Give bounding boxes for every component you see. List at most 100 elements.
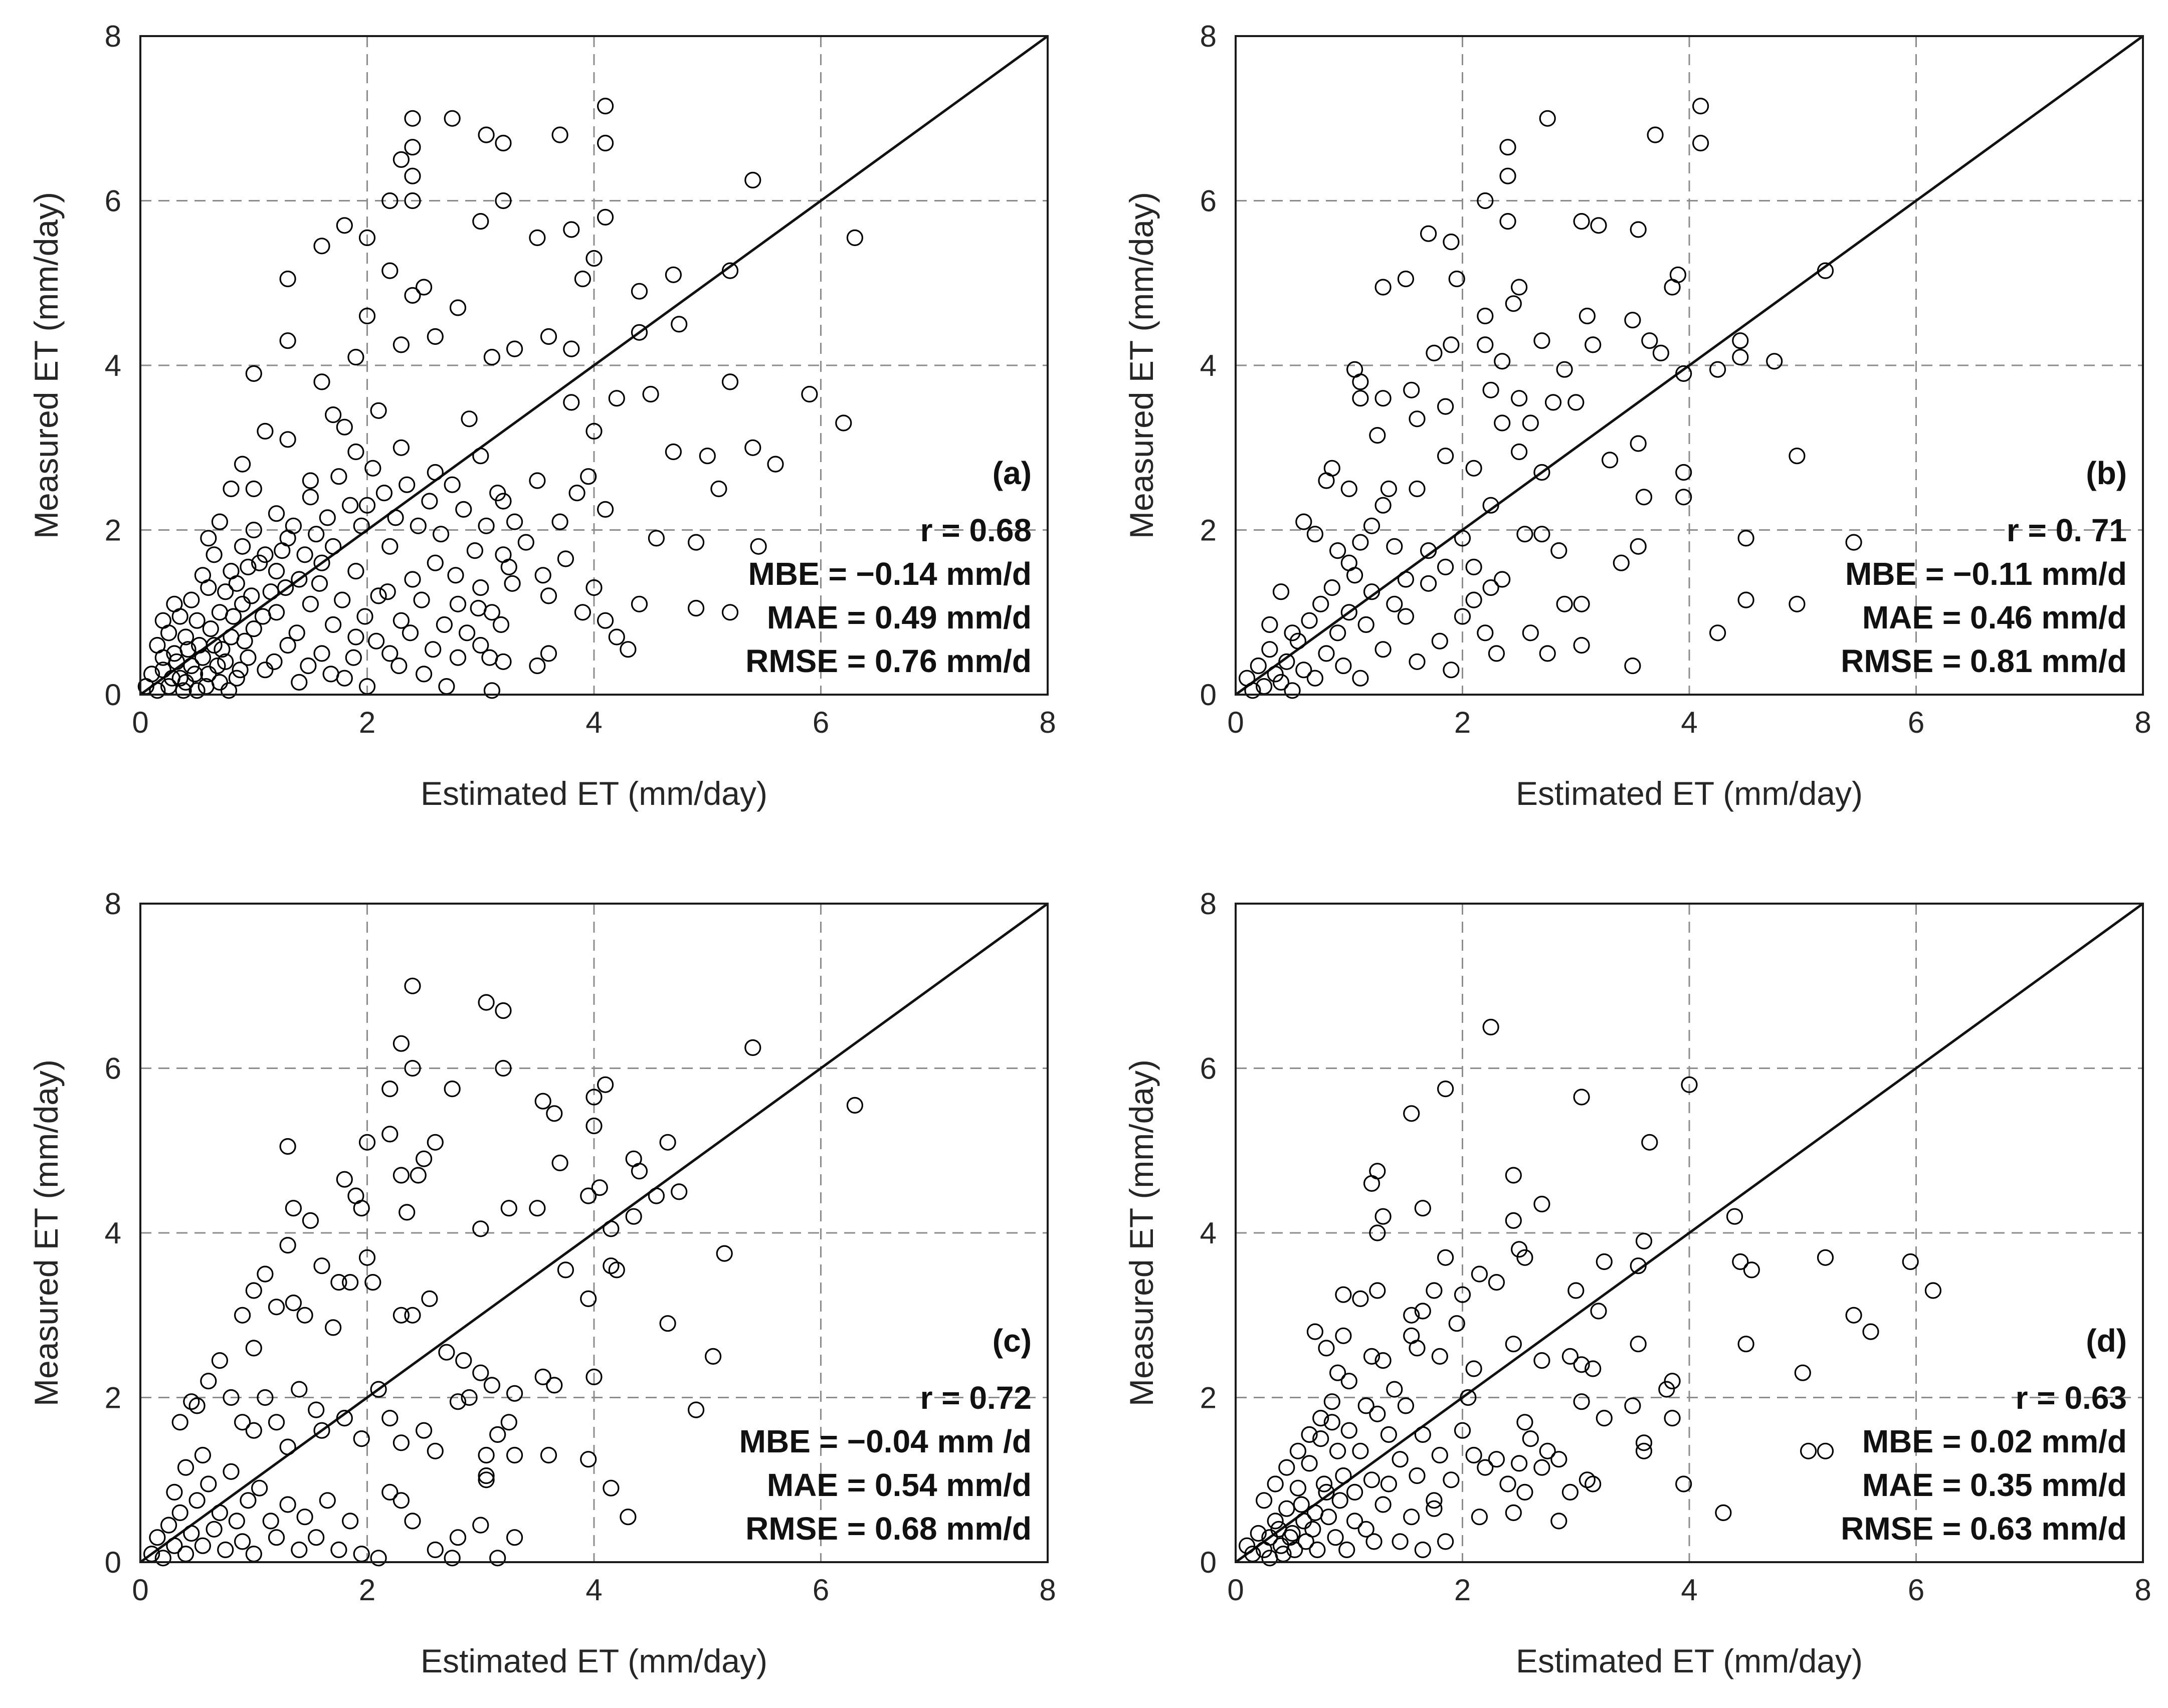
data-point [495, 134, 512, 152]
data-point [687, 599, 705, 617]
data-point [687, 1401, 705, 1418]
data-point [529, 472, 546, 489]
y-tick-label: 2 [1200, 514, 1217, 547]
data-point [455, 1352, 472, 1369]
data-point [364, 1274, 381, 1291]
data-point [1320, 1509, 1337, 1526]
data-point [1539, 645, 1556, 662]
data-point [1465, 1360, 1482, 1377]
data-point [444, 476, 461, 493]
data-point [381, 1126, 399, 1143]
data-point [1340, 480, 1357, 498]
data-point [200, 1373, 217, 1390]
data-point [245, 365, 262, 382]
data-point [228, 575, 245, 592]
data-point [279, 431, 296, 448]
data-point [449, 299, 467, 316]
data-point [1278, 1459, 1295, 1476]
data-point [1488, 645, 1505, 662]
data-point [687, 534, 705, 551]
data-point [427, 464, 444, 481]
data-point [358, 1249, 376, 1266]
data-point [225, 608, 242, 625]
data-point [399, 1204, 416, 1221]
data-point [313, 373, 330, 390]
data-point [1511, 1241, 1528, 1258]
stat-annotation: RMSE = 0.68 mm/d [745, 1511, 1032, 1547]
data-point [1732, 1253, 1749, 1270]
data-point [478, 1471, 495, 1488]
data-point [495, 1059, 512, 1077]
data-point [375, 484, 393, 502]
data-point [1286, 1541, 1303, 1558]
data-point [234, 1414, 251, 1431]
data-point [1443, 662, 1460, 679]
data-point [1692, 98, 1709, 115]
data-point [1272, 674, 1290, 691]
data-point [1443, 234, 1460, 251]
data-point [223, 1463, 240, 1480]
stat-annotation: RMSE = 0.76 mm/d [745, 643, 1032, 679]
plot-frame [1235, 35, 2144, 696]
data-point [1664, 1373, 1681, 1390]
data-point [353, 1200, 370, 1217]
data-point [1244, 682, 1261, 699]
stat-annotation: r = 0.63 [2016, 1380, 2127, 1416]
data-point [168, 653, 185, 670]
data-point [1357, 616, 1374, 633]
data-point [1369, 1224, 1386, 1241]
data-point [1346, 1513, 1363, 1530]
data-point [1329, 624, 1346, 642]
data-point [1261, 616, 1278, 633]
data-point [1471, 1509, 1488, 1526]
data-point [330, 1541, 347, 1558]
data-point [1420, 225, 1437, 242]
data-point [1732, 332, 1749, 349]
data-point [427, 554, 444, 571]
data-point [1460, 1389, 1477, 1406]
data-point [308, 526, 325, 543]
panel-label: (d) [2086, 1323, 2127, 1359]
data-point [1309, 1541, 1326, 1558]
stat-annotation: MBE = −0.14 mm/d [748, 556, 1032, 592]
data-point [211, 513, 228, 530]
data-point [1380, 1426, 1397, 1443]
data-point [1675, 1475, 1692, 1492]
y-tick-label: 4 [105, 1216, 121, 1250]
data-point [1352, 534, 1369, 551]
data-point [330, 468, 347, 485]
panel-label: (a) [993, 455, 1032, 491]
data-point [585, 1117, 603, 1135]
data-point [324, 616, 342, 633]
data-point [1374, 279, 1392, 296]
x-tick-label: 8 [1039, 1573, 1056, 1607]
data-point [1862, 1323, 1879, 1340]
data-point [1579, 1471, 1596, 1488]
data-point [1363, 1348, 1381, 1365]
data-point [1924, 1282, 1941, 1299]
plot-frame [139, 35, 1049, 696]
data-point [1630, 221, 1647, 238]
data-point [1505, 1167, 1522, 1184]
data-point [188, 682, 206, 699]
data-point [1845, 534, 1862, 551]
y-tick-label: 4 [1200, 1216, 1217, 1250]
x-tick-label: 0 [1227, 706, 1244, 739]
data-point [597, 612, 614, 629]
data-point [206, 546, 223, 563]
data-point [188, 1492, 206, 1509]
data-point [1533, 1459, 1550, 1476]
data-point [506, 1529, 523, 1546]
data-point [427, 1134, 444, 1151]
data-point [744, 171, 761, 188]
data-point [1652, 344, 1669, 362]
data-point [1624, 1397, 1641, 1414]
data-point [438, 1344, 455, 1361]
data-point [1443, 1471, 1460, 1488]
x-tick-label: 0 [132, 706, 148, 739]
data-point [574, 604, 592, 621]
data-point [1357, 1397, 1374, 1414]
data-point [1256, 1541, 1273, 1558]
data-point [399, 476, 416, 493]
data-point [1335, 657, 1352, 675]
